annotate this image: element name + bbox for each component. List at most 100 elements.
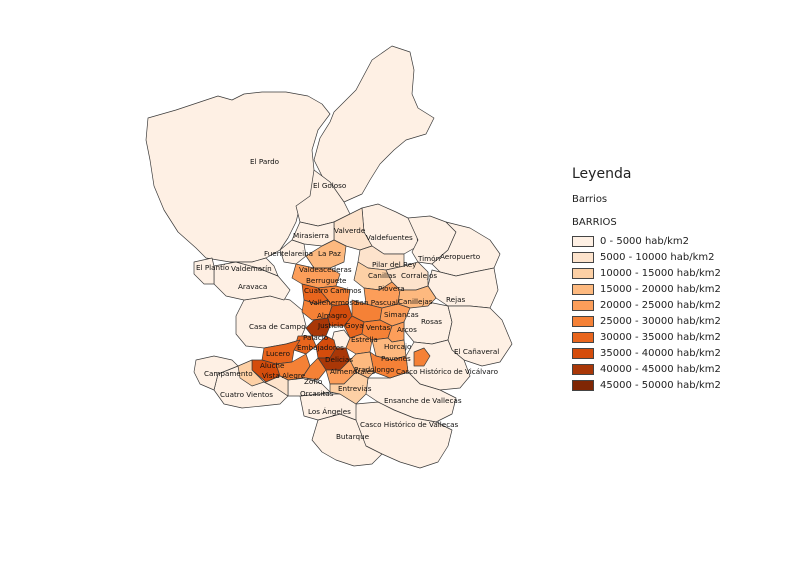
- legend-swatch: [572, 267, 594, 279]
- label-justicia: Justicia: [317, 321, 344, 330]
- region-entrevias: [329, 371, 369, 405]
- region-valdemarin: [229, 257, 279, 277]
- region-orcasitas-north: [263, 375, 289, 397]
- legend-layer-name: Barrios: [572, 194, 608, 205]
- label-cuatro-caminos: Cuatro Caminos: [304, 286, 362, 295]
- label-valdemarin: Valdemarín: [231, 264, 272, 273]
- label-aeropuerto: Aeropuerto: [440, 252, 480, 261]
- label-embajadores: Embajadores: [297, 343, 344, 352]
- label-el-canaveral: El Cañaveral: [454, 347, 499, 356]
- label-aravaca: Aravaca: [238, 282, 267, 291]
- label-casa-de-campo: Casa de Campo: [249, 322, 306, 331]
- legend-swatch: [572, 363, 594, 375]
- label-palacio: Palacio: [303, 333, 328, 342]
- legend-row: 20000 - 25000 hab/km2: [572, 297, 792, 313]
- label-almagro: Almagro: [317, 311, 347, 320]
- central-regions: [237, 239, 437, 405]
- label-horcajo: Horcajo: [384, 342, 411, 351]
- legend-label: 45000 - 50000 hab/km2: [600, 379, 721, 391]
- label-casco-historico-vallecas: Casco Histórico de Vallecas: [360, 420, 459, 429]
- label-aluche: Aluche: [260, 361, 285, 370]
- label-valverde: Valverde: [334, 226, 366, 235]
- label-san-pascual: San Pascual: [355, 298, 398, 307]
- legend-label: 25000 - 30000 hab/km2: [600, 315, 721, 327]
- legend-row: 15000 - 20000 hab/km2: [572, 281, 792, 297]
- region-orcasitas: [287, 377, 331, 397]
- legend-swatch: [572, 331, 594, 343]
- label-el-pardo: El Pardo: [250, 157, 279, 166]
- legend-swatch: [572, 315, 594, 327]
- label-canillejas: Canillejas: [398, 297, 433, 306]
- legend-title: Leyenda: [572, 166, 632, 182]
- region-el-canaveral: [447, 305, 513, 367]
- label-piovera: Piovera: [378, 284, 405, 293]
- legend-label: 40000 - 45000 hab/km2: [600, 363, 721, 375]
- legend-row: 0 - 5000 hab/km2: [572, 233, 792, 249]
- legend-swatch: [572, 235, 594, 247]
- region-el-plantio: [193, 257, 215, 285]
- label-zofio: Zofío: [304, 377, 322, 386]
- label-estrella: Estrella: [351, 335, 378, 344]
- label-arcos: Arcos: [397, 325, 417, 334]
- label-goya: Goya: [345, 321, 364, 330]
- legend-swatch: [572, 251, 594, 263]
- label-corralejos: Corralejos: [401, 271, 437, 280]
- label-cuatro-vientos: Cuatro Vientos: [220, 390, 273, 399]
- region-east-spike: [413, 347, 431, 367]
- label-simancas: Simancas: [384, 310, 419, 319]
- legend-row: 5000 - 10000 hab/km2: [572, 249, 792, 265]
- label-el-plantio: El Plantío: [196, 263, 229, 272]
- label-vallehermoso: Vallehermoso: [309, 298, 358, 307]
- label-casco-historico-vicalvaro: Casco Histórico de Vicálvaro: [396, 367, 498, 376]
- legend-label: 0 - 5000 hab/km2: [600, 235, 690, 247]
- legend-label: 35000 - 40000 hab/km2: [600, 347, 721, 359]
- label-ventas: Ventas: [366, 323, 391, 332]
- label-timon: Timón: [417, 254, 440, 263]
- label-pavones: Pavones: [381, 354, 411, 363]
- legend-swatch: [572, 347, 594, 359]
- legend-label: 5000 - 10000 hab/km2: [600, 251, 715, 263]
- label-valdefuentes: Valdefuentes: [366, 233, 413, 242]
- label-almendrales: Almendrales: [330, 367, 375, 376]
- label-el-goloso: El Goloso: [313, 181, 346, 190]
- label-vista-alegre: Vista Alegre: [262, 371, 306, 380]
- region-north-lobe: [313, 45, 435, 203]
- legend-label: 30000 - 35000 hab/km2: [600, 331, 721, 343]
- region-campamento: [193, 355, 239, 391]
- label-los-angeles: Los Ángeles: [308, 407, 351, 416]
- label-orcasitas: Orcasitas: [300, 389, 334, 398]
- legend-row: 25000 - 30000 hab/km2: [572, 313, 792, 329]
- label-pradolongo: Pradolongo: [354, 365, 394, 374]
- legend-row: 35000 - 40000 hab/km2: [572, 345, 792, 361]
- label-mirasierra: Mirasierra: [293, 231, 329, 240]
- legend-row: 30000 - 35000 hab/km2: [572, 329, 792, 345]
- legend-row: 45000 - 50000 hab/km2: [572, 377, 792, 393]
- label-campamento: Campamento: [204, 369, 253, 378]
- label-entrevias: Entrevías: [338, 384, 372, 393]
- map-labels: El Pardo El Goloso Valverde Valdefuentes…: [196, 157, 499, 441]
- label-ensanche-vallecas: Ensanche de Vallecas: [384, 396, 462, 405]
- label-rejas: Rejas: [446, 295, 465, 304]
- legend-label: 20000 - 25000 hab/km2: [600, 299, 721, 311]
- legend-swatch: [572, 299, 594, 311]
- legend-swatch: [572, 283, 594, 295]
- label-berruguete: Berruguete: [306, 276, 347, 285]
- label-lucero: Lucero: [266, 349, 290, 358]
- label-canillas: Canillas: [368, 271, 396, 280]
- region-los-angeles: [299, 393, 357, 421]
- map-legend: Leyenda Barrios BARRIOS 0 - 5000 hab/km2…: [572, 166, 792, 393]
- region-pavones: [369, 351, 409, 379]
- legend-group-name: BARRIOS: [572, 217, 617, 228]
- legend-label: 10000 - 15000 hab/km2: [600, 267, 721, 279]
- label-pilar-del-rey: Pilar del Rey: [372, 260, 417, 269]
- label-butarque: Butarque: [336, 432, 370, 441]
- legend-row: 40000 - 45000 hab/km2: [572, 361, 792, 377]
- municipal-regions: [145, 45, 513, 469]
- legend-swatch: [572, 379, 594, 391]
- label-valdeacederas: Valdeacederas: [299, 265, 352, 274]
- label-rosas: Rosas: [421, 317, 442, 326]
- label-fuentelareina: Fuentelareina: [264, 249, 313, 258]
- legend-classes: 0 - 5000 hab/km2 5000 - 10000 hab/km2 1000…: [572, 233, 792, 393]
